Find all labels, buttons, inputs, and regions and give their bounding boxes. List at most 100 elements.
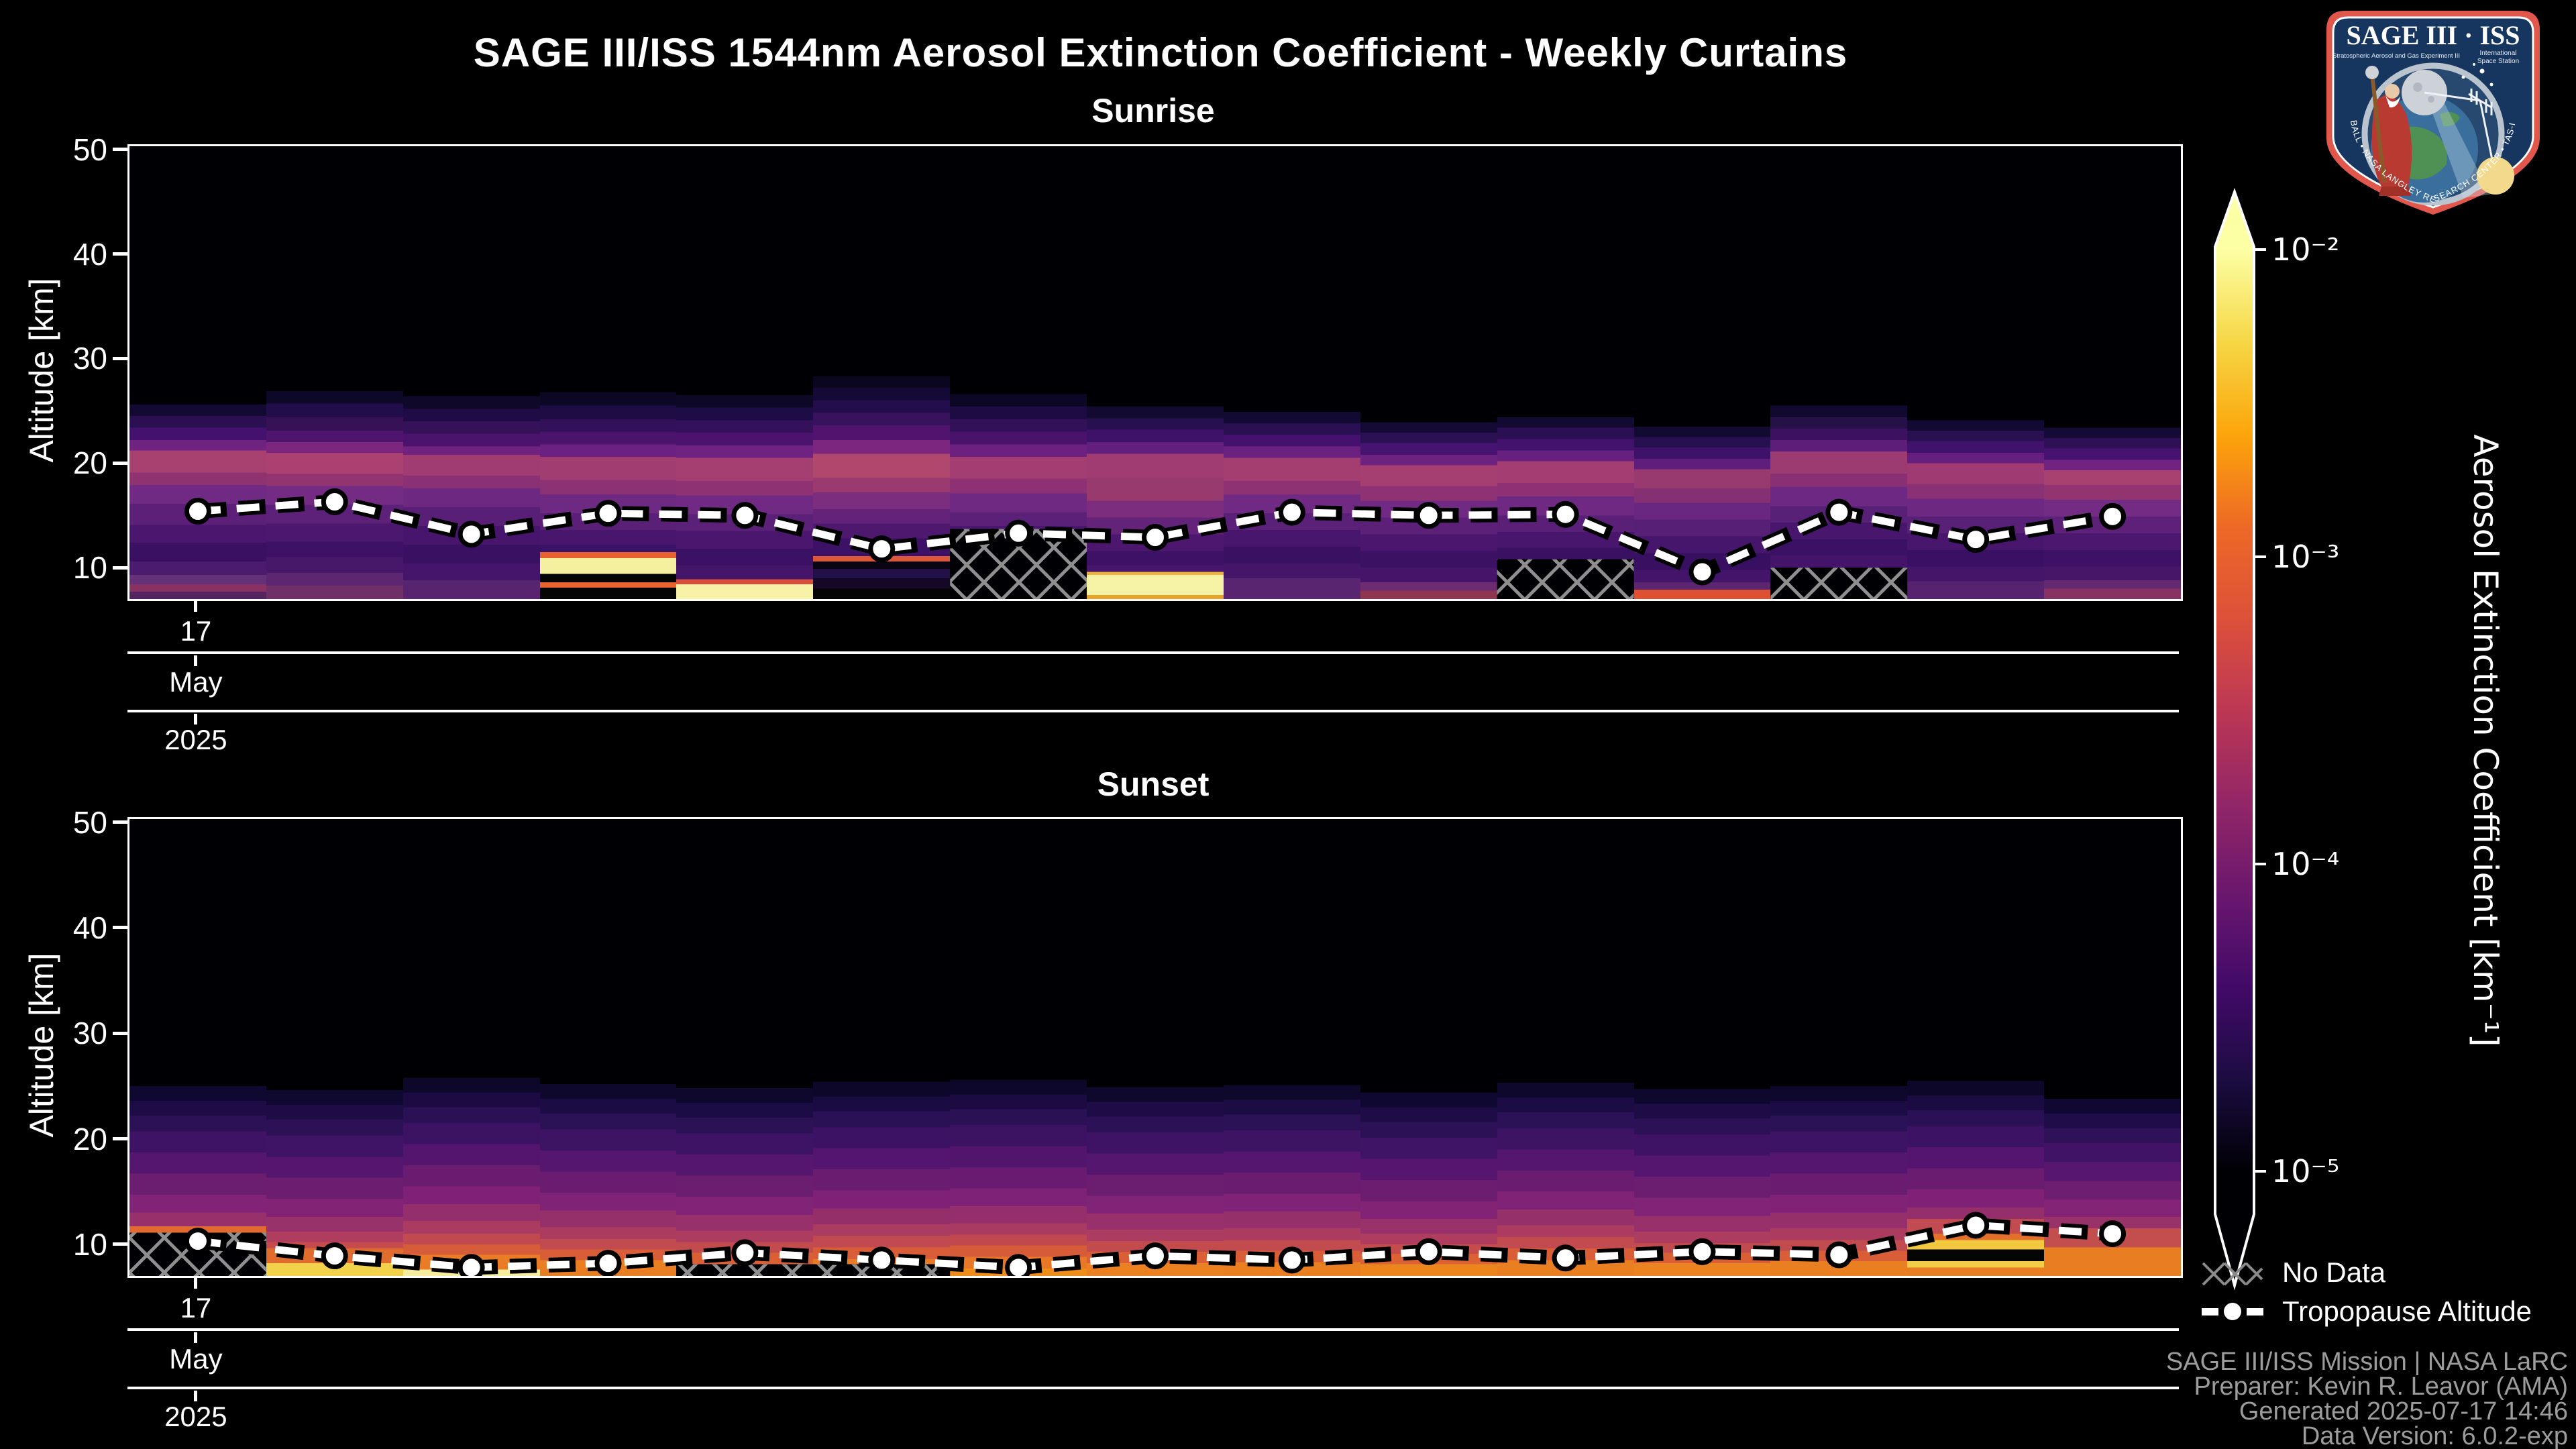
footer-data-version: Data Version: 6.0.2-exp — [2301, 1422, 2568, 1449]
curtain-column-week-6 — [813, 146, 951, 599]
x-axis-separator-line — [127, 1328, 2179, 1331]
sunset-panel — [127, 817, 2183, 1278]
y-tick-label: 50 — [72, 804, 107, 840]
x-tick-label-month: May — [169, 1343, 223, 1375]
x-tick-label-year: 2025 — [164, 724, 227, 755]
curtain-column-week-2 — [266, 146, 404, 599]
tropopause-point — [458, 521, 485, 548]
x-tick-label-month: May — [169, 666, 223, 698]
y-tick-mark — [113, 148, 127, 152]
curtain-column-week-2 — [266, 819, 404, 1276]
tropopause-point — [1142, 1242, 1169, 1270]
y-tick-label: 20 — [72, 445, 107, 481]
tropopause-point — [594, 500, 622, 527]
tropopause-point — [1278, 498, 1305, 526]
x-axis-separator-line — [127, 651, 2179, 654]
logo-subtitle-left: Stratospheric Aerosol and Gas Experiment… — [2332, 52, 2460, 60]
tropopause-point — [1688, 1238, 1716, 1265]
sage-iss-logo: SAGE III · ISS Stratospheric Aerosol and… — [2322, 7, 2540, 215]
tropopause-point — [184, 1228, 211, 1255]
no-data-region — [1497, 559, 1634, 599]
tropopause-point — [1278, 1246, 1305, 1274]
no-data-region — [1770, 568, 1908, 599]
tropopause-point — [1415, 502, 1442, 529]
curtain-column-week-10 — [1360, 819, 1498, 1276]
curtain-column-week-8 — [1087, 819, 1224, 1276]
footer-mission: SAGE III/ISS Mission | NASA LaRC — [2165, 1348, 2568, 1376]
y-tick-mark — [113, 252, 127, 256]
y-tick-mark — [113, 820, 127, 824]
tropopause-point — [2099, 1220, 2127, 1248]
y-tick-label: 10 — [72, 1226, 107, 1262]
x-tick-label-year: 2025 — [164, 1401, 227, 1432]
y-tick-label: 20 — [72, 1121, 107, 1157]
y-tick-label: 40 — [72, 910, 107, 945]
y-tick-mark — [113, 1137, 127, 1141]
tropopause-point — [321, 488, 348, 516]
logo-title: SAGE III · ISS — [2346, 20, 2520, 50]
curtain-column-week-11 — [1497, 819, 1635, 1276]
curtain-column-week-12 — [1633, 819, 1772, 1276]
logo-subtitle-right-2: Space Station — [2477, 58, 2519, 65]
logo-subtitle-right-1: International — [2479, 50, 2516, 57]
colorbar-tick-label: 10⁻² — [2271, 231, 2340, 268]
tropopause-point — [458, 1254, 485, 1276]
tropopause-point — [731, 1239, 759, 1267]
x-tick-mark — [194, 655, 198, 666]
sunrise-overlay — [184, 488, 2127, 599]
sunset-curtain-columns — [129, 819, 2181, 1276]
panel-title-sunrise: Sunrise — [1091, 92, 1215, 129]
tropopause-line — [197, 1221, 2113, 1271]
x-tick-label-day: 17 — [180, 615, 212, 647]
tropopause-point — [868, 1246, 896, 1274]
y-tick-mark — [113, 566, 127, 570]
tropopause-point — [1552, 1244, 1579, 1272]
y-tick-mark — [113, 926, 127, 930]
y-tick-label: 30 — [72, 341, 107, 376]
curtain-column-week-14 — [1907, 819, 2045, 1276]
tropopause-point — [594, 1250, 622, 1276]
x-tick-mark — [194, 1332, 198, 1343]
y-tick-label: 50 — [72, 131, 107, 167]
y-tick-label: 10 — [72, 550, 107, 586]
y-tick-mark — [113, 461, 127, 465]
tropopause-point — [1142, 524, 1169, 551]
x-tick-mark — [194, 1278, 198, 1289]
footer-credits: SAGE III/ISS Mission | NASA LaRC Prepare… — [2165, 1348, 2568, 1449]
curtain-column-week-15 — [2044, 819, 2181, 1276]
y-tick-mark — [113, 356, 127, 360]
tropopause-point — [321, 1242, 348, 1270]
curtain-column-week-12 — [1633, 146, 1772, 599]
y-tick-label: 30 — [72, 1016, 107, 1051]
curtain-column-week-7 — [950, 819, 1088, 1276]
tropopause-point — [1415, 1238, 1442, 1265]
tropopause-point — [1825, 498, 1853, 526]
colorbar — [2214, 188, 2266, 1291]
curtain-column-week-9 — [1223, 819, 1361, 1276]
sunrise-panel — [127, 144, 2183, 601]
curtain-column-week-3 — [402, 819, 541, 1276]
legend-no-data: No Data — [2202, 1256, 2385, 1289]
x-tick-mark — [194, 714, 198, 724]
logo-figure — [2365, 66, 2412, 196]
curtain-column-week-6 — [813, 819, 951, 1276]
sunset-overlay — [129, 1212, 2127, 1276]
footer-generated: Generated 2025-07-17 14:46 — [2239, 1397, 2568, 1426]
curtain-column-week-5 — [676, 819, 814, 1276]
figure-title: SAGE III/ISS 1544nm Aerosol Extinction C… — [473, 30, 1848, 75]
curtain-column-week-13 — [1770, 819, 1909, 1276]
colorbar-axis-label: Aerosol Extinction Coefficient [km⁻¹] — [2466, 434, 2505, 1047]
no-data-label: No Data — [2282, 1256, 2386, 1288]
x-tick-label-day: 17 — [180, 1292, 212, 1324]
colorbar-tick-label: 10⁻³ — [2271, 539, 2340, 575]
x-tick-mark — [194, 601, 198, 612]
tropopause-line-icon — [2202, 1303, 2263, 1320]
colorbar-ticks — [2254, 248, 2266, 1173]
colorbar-bar — [2214, 188, 2255, 1291]
colorbar-tick-label: 10⁻⁵ — [2271, 1153, 2340, 1189]
legend-tropopause: Tropopause Altitude — [2202, 1295, 2532, 1328]
tropopause-point — [184, 498, 211, 525]
no-data-hatch-icon — [2202, 1262, 2263, 1286]
tropopause-line — [197, 498, 2114, 576]
